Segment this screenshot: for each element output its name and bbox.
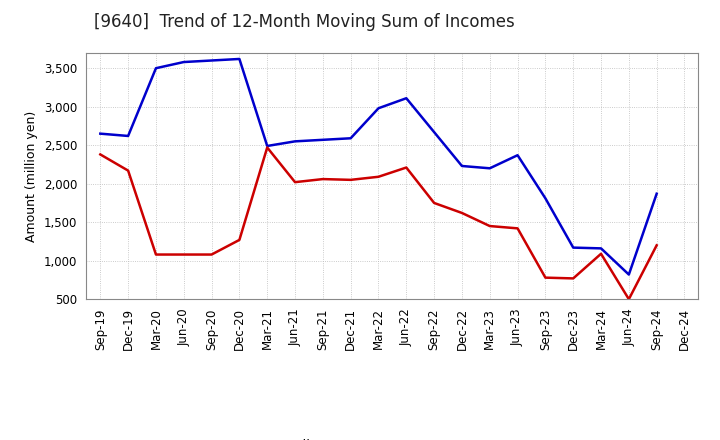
Net Income bbox=[485, 224, 494, 229]
Ordinary Income bbox=[124, 133, 132, 139]
Ordinary Income bbox=[179, 59, 188, 65]
Net Income bbox=[458, 210, 467, 216]
Ordinary Income bbox=[96, 131, 104, 136]
Ordinary Income bbox=[597, 246, 606, 251]
Ordinary Income bbox=[318, 137, 327, 143]
Ordinary Income bbox=[235, 56, 243, 62]
Net Income bbox=[624, 297, 633, 302]
Line: Net Income: Net Income bbox=[100, 147, 657, 299]
Net Income bbox=[152, 252, 161, 257]
Y-axis label: Amount (million yen): Amount (million yen) bbox=[25, 110, 38, 242]
Ordinary Income bbox=[346, 136, 355, 141]
Net Income bbox=[179, 252, 188, 257]
Line: Ordinary Income: Ordinary Income bbox=[100, 59, 657, 275]
Ordinary Income bbox=[402, 95, 410, 101]
Net Income bbox=[263, 145, 271, 150]
Net Income bbox=[207, 252, 216, 257]
Net Income bbox=[569, 276, 577, 281]
Net Income bbox=[541, 275, 550, 280]
Ordinary Income bbox=[152, 66, 161, 71]
Ordinary Income bbox=[430, 129, 438, 135]
Ordinary Income bbox=[624, 272, 633, 277]
Net Income bbox=[430, 200, 438, 205]
Net Income bbox=[513, 226, 522, 231]
Ordinary Income bbox=[485, 165, 494, 171]
Ordinary Income bbox=[541, 196, 550, 201]
Net Income bbox=[318, 176, 327, 182]
Ordinary Income bbox=[569, 245, 577, 250]
Ordinary Income bbox=[374, 106, 383, 111]
Text: [9640]  Trend of 12-Month Moving Sum of Incomes: [9640] Trend of 12-Month Moving Sum of I… bbox=[94, 13, 514, 31]
Net Income bbox=[652, 243, 661, 248]
Ordinary Income bbox=[458, 163, 467, 169]
Net Income bbox=[346, 177, 355, 183]
Net Income bbox=[96, 152, 104, 157]
Ordinary Income bbox=[291, 139, 300, 144]
Legend: Ordinary Income, Net Income: Ordinary Income, Net Income bbox=[220, 434, 564, 440]
Ordinary Income bbox=[207, 58, 216, 63]
Net Income bbox=[374, 174, 383, 180]
Net Income bbox=[235, 237, 243, 242]
Ordinary Income bbox=[263, 143, 271, 149]
Net Income bbox=[597, 251, 606, 257]
Ordinary Income bbox=[652, 191, 661, 196]
Net Income bbox=[124, 168, 132, 173]
Net Income bbox=[402, 165, 410, 170]
Net Income bbox=[291, 180, 300, 185]
Ordinary Income bbox=[513, 153, 522, 158]
